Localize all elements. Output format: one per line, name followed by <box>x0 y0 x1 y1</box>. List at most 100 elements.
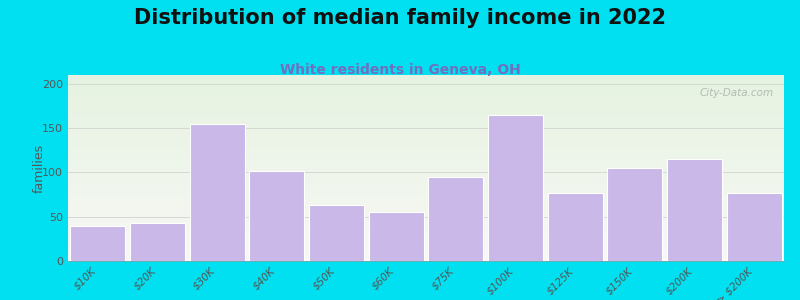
Bar <box>68 252 784 253</box>
Bar <box>68 85 784 86</box>
Bar <box>68 179 784 180</box>
Bar <box>68 152 784 153</box>
Bar <box>68 135 784 136</box>
Bar <box>68 167 784 168</box>
Bar <box>68 233 784 234</box>
Bar <box>68 231 784 232</box>
Bar <box>68 79 784 80</box>
Bar <box>68 188 784 189</box>
Y-axis label: families: families <box>33 143 46 193</box>
Bar <box>68 132 784 133</box>
Bar <box>68 227 784 229</box>
Bar <box>68 175 784 176</box>
Bar <box>68 84 784 85</box>
Bar <box>68 200 784 201</box>
Bar <box>68 111 784 112</box>
Bar <box>68 193 784 194</box>
Bar <box>68 130 784 131</box>
Bar <box>68 186 784 187</box>
Bar <box>68 251 784 252</box>
Bar <box>68 192 784 193</box>
Bar <box>68 92 784 93</box>
Bar <box>68 250 784 251</box>
Bar <box>369 212 424 261</box>
Bar <box>68 134 784 135</box>
Bar <box>68 163 784 164</box>
Bar <box>68 122 784 123</box>
Bar <box>488 115 543 261</box>
Bar <box>68 109 784 110</box>
Bar <box>68 238 784 239</box>
Bar <box>68 178 784 179</box>
Bar <box>68 207 784 208</box>
Bar <box>68 102 784 103</box>
Bar <box>68 215 784 216</box>
Bar <box>68 100 784 101</box>
Bar <box>68 260 784 261</box>
Bar <box>68 213 784 214</box>
Bar <box>68 206 784 207</box>
Bar <box>68 235 784 236</box>
Text: City-Data.com: City-Data.com <box>699 88 774 98</box>
Bar <box>68 115 784 116</box>
Text: White residents in Geneva, OH: White residents in Geneva, OH <box>280 63 520 77</box>
Bar <box>68 99 784 100</box>
Bar <box>68 241 784 242</box>
Bar <box>68 78 784 79</box>
Bar <box>68 120 784 121</box>
Bar <box>68 157 784 158</box>
Bar <box>68 106 784 107</box>
Bar <box>68 127 784 128</box>
Bar <box>68 218 784 219</box>
Bar <box>68 232 784 233</box>
Bar <box>68 257 784 258</box>
Bar <box>68 243 784 244</box>
Bar <box>68 107 784 109</box>
Bar <box>68 226 784 227</box>
Bar <box>68 161 784 162</box>
Bar <box>68 183 784 184</box>
Bar <box>68 96 784 97</box>
Bar <box>68 246 784 247</box>
Bar <box>68 164 784 165</box>
Bar <box>68 110 784 111</box>
Bar <box>68 119 784 120</box>
Bar <box>68 204 784 205</box>
Bar <box>68 236 784 237</box>
Bar <box>68 220 784 221</box>
Bar <box>68 112 784 113</box>
Bar <box>726 193 782 261</box>
Bar <box>68 124 784 125</box>
Bar <box>68 140 784 141</box>
Bar <box>68 208 784 209</box>
Bar <box>68 259 784 260</box>
Bar <box>68 258 784 259</box>
Bar <box>68 105 784 106</box>
Bar <box>68 176 784 177</box>
Bar <box>68 143 784 144</box>
Bar <box>68 113 784 114</box>
Bar <box>68 104 784 105</box>
Bar <box>667 159 722 261</box>
Bar <box>68 219 784 220</box>
Bar <box>68 91 784 92</box>
Bar <box>68 224 784 225</box>
Bar <box>68 114 784 115</box>
Bar <box>68 129 784 130</box>
Bar <box>68 197 784 198</box>
Bar <box>68 146 784 147</box>
Bar <box>68 254 784 255</box>
Bar <box>68 216 784 217</box>
Bar <box>68 148 784 149</box>
Bar <box>68 128 784 129</box>
Bar <box>68 249 784 250</box>
Bar <box>68 123 784 124</box>
Bar <box>68 198 784 199</box>
Bar <box>68 94 784 95</box>
Bar <box>68 144 784 145</box>
Bar <box>68 81 784 82</box>
Bar <box>68 245 784 246</box>
Bar <box>68 185 784 186</box>
Bar <box>68 205 784 206</box>
Bar <box>68 95 784 96</box>
